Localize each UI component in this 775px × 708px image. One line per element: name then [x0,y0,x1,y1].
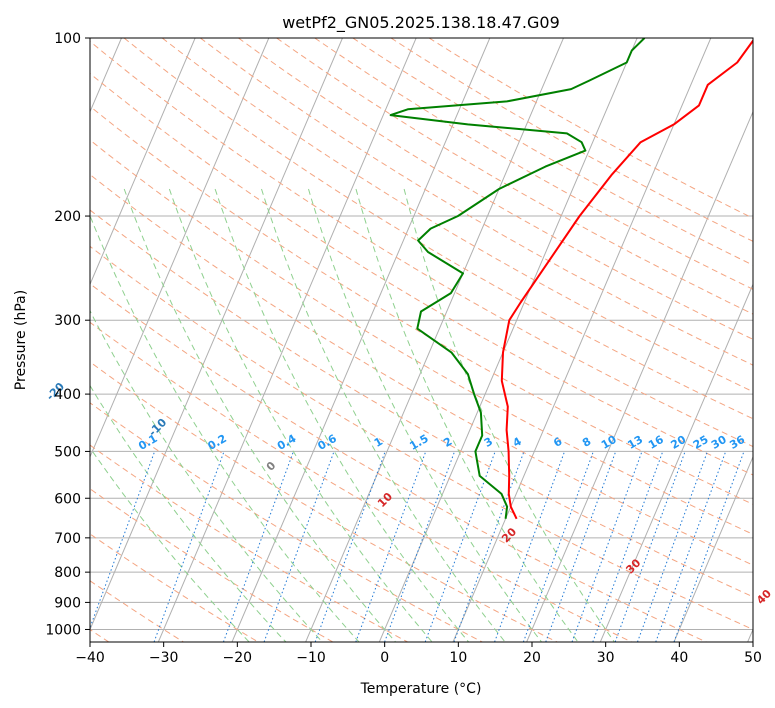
isotherm [157,38,417,642]
isotherm [526,110,753,642]
dry-adiabat [200,38,753,366]
mixing-ratio-line [222,451,294,642]
y-tick-label: 500 [54,444,81,460]
mixing-ratio-line [453,451,525,642]
mixing-ratio-line [263,451,335,642]
mixing-ratio-line [545,451,617,642]
dry-adiabat [276,38,753,315]
moist-adiabat [90,214,360,642]
y-tick-label: 400 [54,387,81,403]
dry-adiabat [352,38,753,266]
mixing-ratio-line [637,451,708,642]
x-tick-label: 0 [380,650,389,666]
x-tick-label: −40 [75,650,105,666]
dewpoint-profile-line [389,38,646,519]
isotherm [673,455,753,642]
dry-adiabat [161,38,753,393]
chart-title: wetPf2_GN05.2025.138.18.47.G09 [282,13,560,33]
moist-adiabat [90,309,323,642]
x-tick-label: −30 [149,650,179,666]
y-tick-label: 100 [54,31,81,47]
moist-adiabat [214,188,469,642]
x-tick-label: −20 [223,650,253,666]
moist-adiabat [308,188,542,642]
mixing-ratio-line [355,451,427,642]
isotherm [378,38,638,642]
y-tick-label: 200 [54,209,81,225]
dry-adiabat [90,209,753,598]
moist-adiabat [90,384,287,642]
isotherm [452,38,712,642]
mixing-ratio-line [592,451,664,642]
mixing-ratio-line [655,451,727,642]
y-tick-label: 600 [54,491,81,507]
moist-adiabat [403,188,615,642]
moist-adiabat [168,188,433,642]
mixing-ratio-line [424,451,496,642]
mixing-ratio-line [673,451,745,642]
grid-layer [90,38,753,642]
x-tick-label: −10 [296,650,326,666]
x-tick-label: 10 [449,650,467,666]
dry-adiabat [90,173,753,566]
isotherm [90,38,270,459]
moist-adiabat [90,446,250,642]
dry-adiabat [90,402,483,642]
y-axis-title: Pressure (hPa) [13,290,29,390]
mixing-ratio-line [614,451,686,642]
isotherm [90,38,343,631]
mixing-ratio-line [90,451,156,629]
dry-adiabat [90,40,753,448]
dry-adiabat [90,72,753,476]
dry-adiabat [90,533,259,642]
moist-adiabat [355,188,579,642]
mixing-ratio-line [153,451,225,642]
plot-frame [89,37,754,643]
dry-adiabat [90,283,707,642]
x-tick-label: 20 [523,650,541,666]
temperature-profile-line [500,39,753,520]
x-axis-title: Temperature (°C) [360,681,482,697]
x-tick-label: 50 [744,650,762,666]
mixing-ratio-line [571,451,643,642]
dry-adiabat [90,245,753,631]
data-layer [389,38,753,520]
isotherm [90,38,196,286]
y-tick-label: 700 [54,531,81,547]
dry-adiabat [90,321,632,642]
x-tick-label: 30 [597,650,615,666]
isotherm [599,283,753,642]
axis-layer: −40 −30 −20 −10 0 10 20 30 40 50 100 200 300 400 500 60… [45,31,762,666]
mixing-ratio-line [522,451,594,642]
y-tick-label: 1000 [45,622,81,638]
y-tick-label: 300 [54,313,81,329]
y-tick-label: 900 [54,595,81,611]
moist-adiabat [261,188,506,642]
y-tick-label: 800 [54,565,81,581]
x-tick-label: 40 [670,650,688,666]
dry-adiabat [90,488,334,642]
mixing-ratio-line [314,451,386,642]
mixing-ratio-line [494,451,566,642]
mixing-ratio-line [384,451,456,642]
moist-adiabat [123,188,396,642]
dry-adiabat [390,38,753,242]
dry-adiabat [90,444,408,642]
